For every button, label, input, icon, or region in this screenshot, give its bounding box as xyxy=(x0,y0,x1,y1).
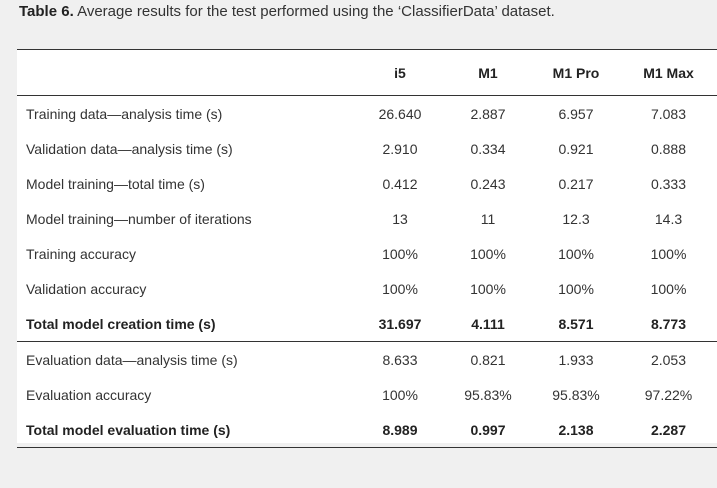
results-table: i5 M1 M1 Pro M1 Max Training data—analys… xyxy=(17,49,717,448)
cell-i5: 31.697 xyxy=(378,315,422,332)
cell-i5: 26.640 xyxy=(378,105,422,122)
results-table-container: i5 M1 M1 Pro M1 Max Training data—analys… xyxy=(17,49,717,448)
cell-m1-max: 0.333 xyxy=(650,175,687,192)
column-header-label xyxy=(17,50,356,96)
cell-i5: 13 xyxy=(392,210,408,227)
cell-i5: 0.412 xyxy=(382,175,418,192)
cell-m1-max: 100% xyxy=(650,280,687,297)
cell-m1: 2.887 xyxy=(470,105,506,122)
row-label: Model training—number of iterations xyxy=(26,210,252,227)
cell-m1-max: 14.3 xyxy=(654,210,683,227)
cell-m1-pro: 2.138 xyxy=(558,421,594,438)
row-label: Model training—total time (s) xyxy=(26,175,205,192)
table-row: Evaluation data—analysis time (s) 8.633 … xyxy=(17,342,717,378)
cell-i5: 100% xyxy=(382,386,418,403)
cell-m1: 95.83% xyxy=(464,386,512,403)
table-row: Validation accuracy 100% 100% 100% 100% xyxy=(17,271,717,306)
cell-m1-max: 97.22% xyxy=(644,386,693,403)
cell-m1: 11 xyxy=(480,210,496,227)
cell-m1: 0.997 xyxy=(470,421,506,438)
cell-m1-pro: 100% xyxy=(558,245,594,262)
table-row: Training data—analysis time (s) 26.640 2… xyxy=(17,96,717,132)
column-header-m1-max: M1 Max xyxy=(643,64,694,81)
cell-m1-pro: 100% xyxy=(558,280,594,297)
row-label: Validation data—analysis time (s) xyxy=(26,140,233,157)
cell-m1: 4.111 xyxy=(471,315,505,332)
cell-i5: 2.910 xyxy=(382,140,418,157)
table-caption: Table 6. Average results for the test pe… xyxy=(19,3,555,20)
cell-m1-pro: 0.217 xyxy=(558,175,594,192)
table-header-row: i5 M1 M1 Pro M1 Max xyxy=(17,49,717,96)
cell-m1: 100% xyxy=(470,245,506,262)
cell-m1-max: 2.053 xyxy=(650,351,687,368)
table-row: Model training—total time (s) 0.412 0.24… xyxy=(17,166,717,201)
cell-m1: 0.821 xyxy=(470,351,506,368)
column-header-m1: M1 xyxy=(478,64,498,81)
row-label: Training data—analysis time (s) xyxy=(26,105,223,122)
cell-m1: 100% xyxy=(470,280,506,297)
table-row: Training accuracy 100% 100% 100% 100% xyxy=(17,236,717,271)
cell-m1-max: 100% xyxy=(650,245,687,262)
cell-m1-pro: 1.933 xyxy=(558,351,594,368)
cell-i5: 100% xyxy=(382,280,418,297)
table-caption-text: Average results for the test performed u… xyxy=(73,3,555,20)
cell-m1-pro: 0.921 xyxy=(558,140,594,157)
row-label: Total model creation time (s) xyxy=(26,315,216,332)
cell-m1-pro: 8.571 xyxy=(558,315,594,332)
cell-m1-max: 8.773 xyxy=(650,315,687,332)
cell-i5: 100% xyxy=(382,245,418,262)
row-label: Training accuracy xyxy=(26,245,136,262)
table-caption-label: Table 6. xyxy=(19,3,74,20)
cell-m1-pro: 6.957 xyxy=(558,105,594,122)
cell-m1: 0.334 xyxy=(470,140,506,157)
table-row: Validation data—analysis time (s) 2.910 … xyxy=(17,131,717,166)
cell-i5: 8.989 xyxy=(382,421,418,438)
table-row: Model training—number of iterations 13 1… xyxy=(17,201,717,236)
row-label: Evaluation data—analysis time (s) xyxy=(26,351,238,368)
table-row-total-evaluation: Total model evaluation time (s) 8.989 0.… xyxy=(17,412,717,448)
row-label: Validation accuracy xyxy=(26,280,147,297)
cell-m1-pro: 12.3 xyxy=(562,210,590,227)
cell-m1-max: 7.083 xyxy=(650,105,687,122)
cell-m1-max: 2.287 xyxy=(650,421,687,438)
row-label: Total model evaluation time (s) xyxy=(26,421,231,438)
row-label: Evaluation accuracy xyxy=(26,386,152,403)
cell-m1-pro: 95.83% xyxy=(552,386,600,403)
cell-m1: 0.243 xyxy=(470,175,506,192)
column-header-i5: i5 xyxy=(394,64,406,81)
cell-m1-max: 0.888 xyxy=(650,140,687,157)
cell-i5: 8.633 xyxy=(382,351,418,368)
column-header-m1-pro: M1 Pro xyxy=(552,64,600,81)
table-row-total-creation: Total model creation time (s) 31.697 4.1… xyxy=(17,306,717,342)
table-row: Evaluation accuracy 100% 95.83% 95.83% 9… xyxy=(17,377,717,412)
